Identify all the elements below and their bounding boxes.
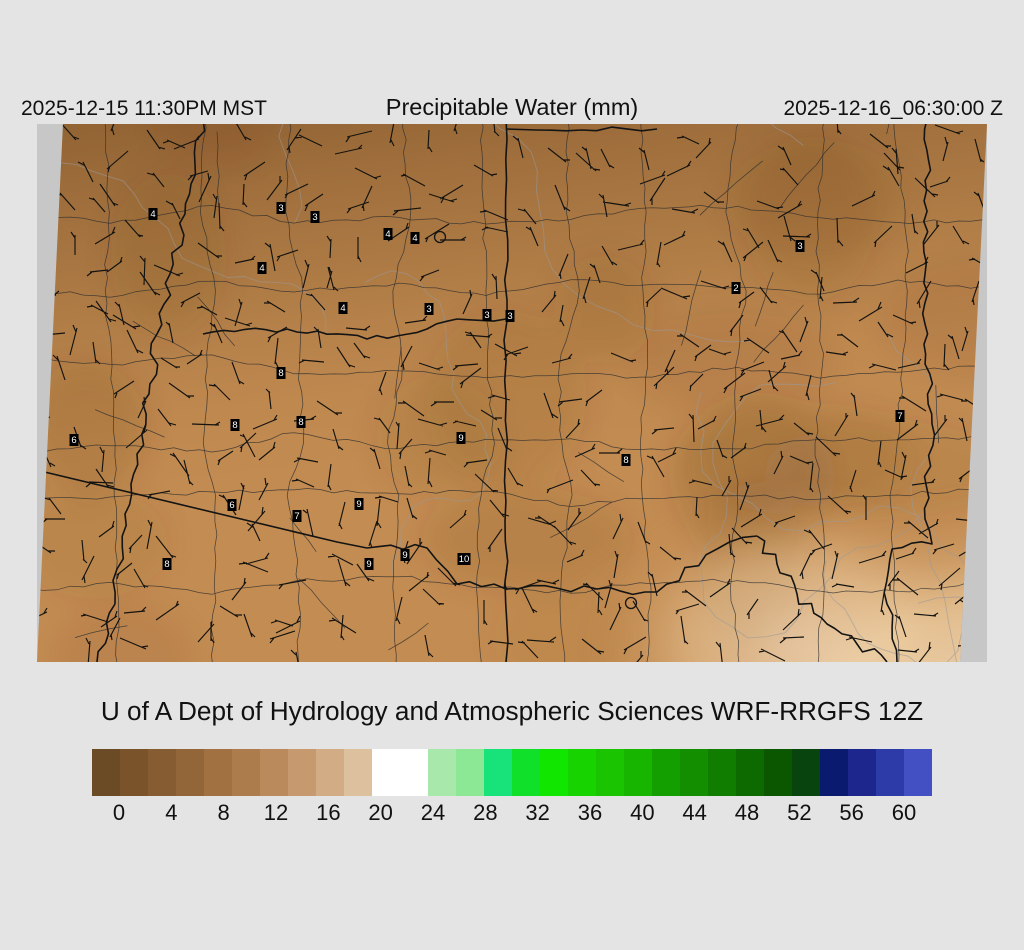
svg-text:4: 4 — [340, 303, 345, 314]
svg-text:4: 4 — [259, 263, 264, 274]
svg-text:7: 7 — [294, 511, 299, 522]
svg-text:8: 8 — [232, 420, 237, 431]
svg-text:9: 9 — [366, 559, 371, 570]
svg-text:10: 10 — [459, 554, 470, 565]
svg-text:9: 9 — [402, 550, 407, 561]
svg-text:3: 3 — [426, 304, 431, 315]
svg-text:4: 4 — [385, 229, 390, 240]
svg-text:3: 3 — [797, 241, 802, 252]
svg-text:4: 4 — [412, 233, 417, 244]
svg-text:3: 3 — [484, 310, 489, 321]
svg-text:3: 3 — [278, 203, 283, 214]
svg-text:8: 8 — [298, 417, 303, 428]
svg-text:8: 8 — [623, 455, 628, 466]
svg-text:6: 6 — [229, 500, 234, 511]
svg-text:4: 4 — [150, 209, 155, 220]
svg-text:8: 8 — [164, 559, 169, 570]
svg-text:9: 9 — [458, 433, 463, 444]
svg-text:9: 9 — [356, 499, 361, 510]
svg-text:2: 2 — [733, 283, 738, 294]
svg-text:7: 7 — [897, 411, 902, 422]
svg-text:3: 3 — [312, 212, 317, 223]
svg-text:8: 8 — [278, 368, 283, 379]
svg-text:6: 6 — [71, 435, 76, 446]
svg-text:3: 3 — [507, 311, 512, 322]
